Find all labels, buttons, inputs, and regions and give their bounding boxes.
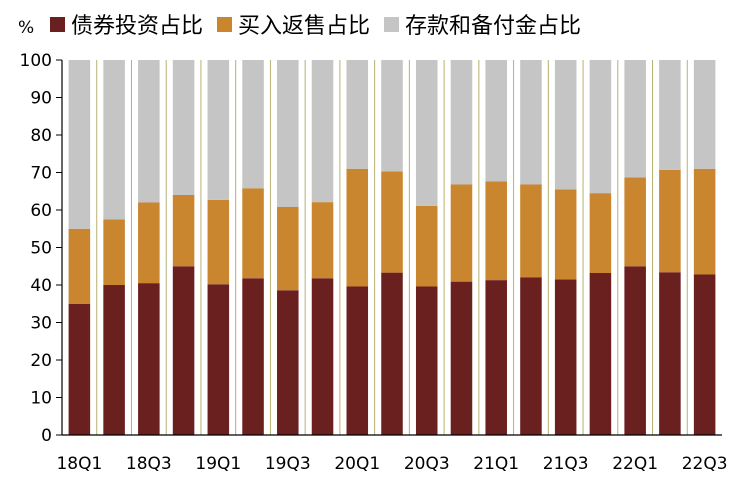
bar-segment-repo bbox=[415, 205, 438, 287]
y-tick-label: 20 bbox=[30, 351, 52, 371]
y-tick-label: 100 bbox=[20, 51, 52, 71]
x-tick-label: 22Q3 bbox=[682, 454, 728, 474]
bar-segment-deposit bbox=[242, 60, 264, 189]
y-tick-label: 60 bbox=[30, 201, 52, 221]
y-tick-label: 90 bbox=[30, 89, 52, 109]
y-axis-unit-label: % bbox=[18, 18, 35, 38]
bar-segment-repo bbox=[659, 169, 681, 273]
bar-segment-repo bbox=[450, 184, 473, 282]
bar-segment-deposit bbox=[659, 60, 681, 170]
x-tick-label: 20Q1 bbox=[334, 454, 380, 474]
bar-segment-bond bbox=[381, 272, 403, 435]
legend-swatch-bond bbox=[50, 16, 65, 32]
y-tick-label: 50 bbox=[30, 239, 52, 259]
bar-segment-repo bbox=[311, 202, 334, 279]
x-tick-label: 20Q3 bbox=[404, 454, 450, 474]
bar-segment-repo bbox=[346, 168, 369, 287]
bar-segment-repo bbox=[554, 189, 577, 280]
bar-segment-bond bbox=[346, 286, 369, 435]
x-tick-label: 22Q1 bbox=[612, 454, 658, 474]
legend-item-bond: 债券投资占比 bbox=[50, 8, 203, 40]
bar-segment-deposit bbox=[693, 60, 716, 169]
legend-label-bond: 债券投资占比 bbox=[71, 14, 204, 39]
bar-segment-deposit bbox=[172, 60, 195, 195]
bar-segment-deposit bbox=[207, 60, 230, 200]
bar-segment-bond bbox=[624, 266, 646, 435]
bar-segment-bond bbox=[172, 266, 195, 435]
bar-segment-bond bbox=[450, 281, 473, 435]
bar-segment-repo bbox=[520, 184, 542, 278]
legend-swatch-deposit bbox=[384, 16, 400, 32]
bar-segment-bond bbox=[415, 286, 438, 435]
y-tick-label: 30 bbox=[30, 314, 52, 334]
bar-segment-deposit bbox=[68, 60, 91, 229]
bar-segment-deposit bbox=[450, 60, 473, 185]
bar-segment-bond bbox=[659, 272, 681, 435]
bar-segment-repo bbox=[693, 168, 716, 275]
bar-segment-deposit bbox=[311, 60, 334, 203]
bar-segment-deposit bbox=[520, 60, 542, 185]
x-tick-label: 18Q1 bbox=[56, 454, 102, 474]
bar-segment-bond bbox=[103, 285, 125, 435]
bar-segment-repo bbox=[589, 193, 612, 273]
bar-segment-deposit bbox=[277, 60, 299, 207]
bar-segment-deposit bbox=[346, 60, 369, 169]
legend-item-repo: 买入返售占比 bbox=[217, 8, 370, 40]
legend-swatch-repo bbox=[217, 16, 233, 32]
y-tick-label: 70 bbox=[30, 164, 52, 184]
legend-item-deposit: 存款和备付金占比 bbox=[384, 8, 581, 40]
bar-segment-deposit bbox=[103, 60, 125, 220]
bar-segment-repo bbox=[277, 207, 299, 291]
x-tick-label: 21Q3 bbox=[543, 454, 589, 474]
chart-legend: 债券投资占比 买入返售占比 存款和备付金占比 bbox=[50, 8, 595, 40]
bar-segment-deposit bbox=[554, 60, 577, 190]
bar-segment-repo bbox=[138, 202, 160, 284]
bar-segment-repo bbox=[485, 181, 507, 281]
legend-label-deposit: 存款和备付金占比 bbox=[405, 14, 582, 39]
x-tick-label: 21Q1 bbox=[473, 454, 519, 474]
bar-segment-repo bbox=[207, 199, 230, 285]
bar-segment-bond bbox=[693, 274, 716, 435]
y-tick-label: 40 bbox=[30, 276, 52, 296]
bar-segment-bond bbox=[589, 273, 612, 435]
x-tick-label: 19Q3 bbox=[265, 454, 311, 474]
bar-segment-repo bbox=[242, 188, 264, 279]
bar-segment-repo bbox=[624, 177, 646, 267]
bar-segment-deposit bbox=[415, 60, 438, 206]
bar-segment-repo bbox=[68, 228, 91, 304]
bar-segment-bond bbox=[277, 290, 299, 435]
bar-segment-deposit bbox=[624, 60, 646, 178]
bar-segment-repo bbox=[103, 219, 125, 285]
bar-segment-deposit bbox=[138, 60, 160, 203]
bar-segment-bond bbox=[242, 278, 264, 435]
x-tick-label: 19Q1 bbox=[195, 454, 241, 474]
bar-segment-deposit bbox=[381, 60, 403, 172]
bar-segment-deposit bbox=[485, 60, 507, 182]
bar-segment-repo bbox=[381, 171, 403, 273]
bar-segment-bond bbox=[485, 280, 507, 435]
legend-label-repo: 买入返售占比 bbox=[238, 14, 371, 39]
bar-segment-repo bbox=[172, 195, 195, 267]
bar-segment-bond bbox=[520, 277, 542, 435]
x-tick-label: 18Q3 bbox=[126, 454, 172, 474]
bar-segment-bond bbox=[68, 303, 91, 435]
bar-segment-bond bbox=[554, 279, 577, 435]
bar-segment-bond bbox=[207, 284, 230, 435]
y-tick-label: 10 bbox=[30, 389, 52, 409]
y-tick-label: 0 bbox=[41, 426, 52, 446]
bar-segment-bond bbox=[138, 283, 160, 435]
y-tick-label: 80 bbox=[30, 126, 52, 146]
bar-segment-deposit bbox=[589, 60, 612, 194]
bar-segment-bond bbox=[311, 278, 334, 435]
